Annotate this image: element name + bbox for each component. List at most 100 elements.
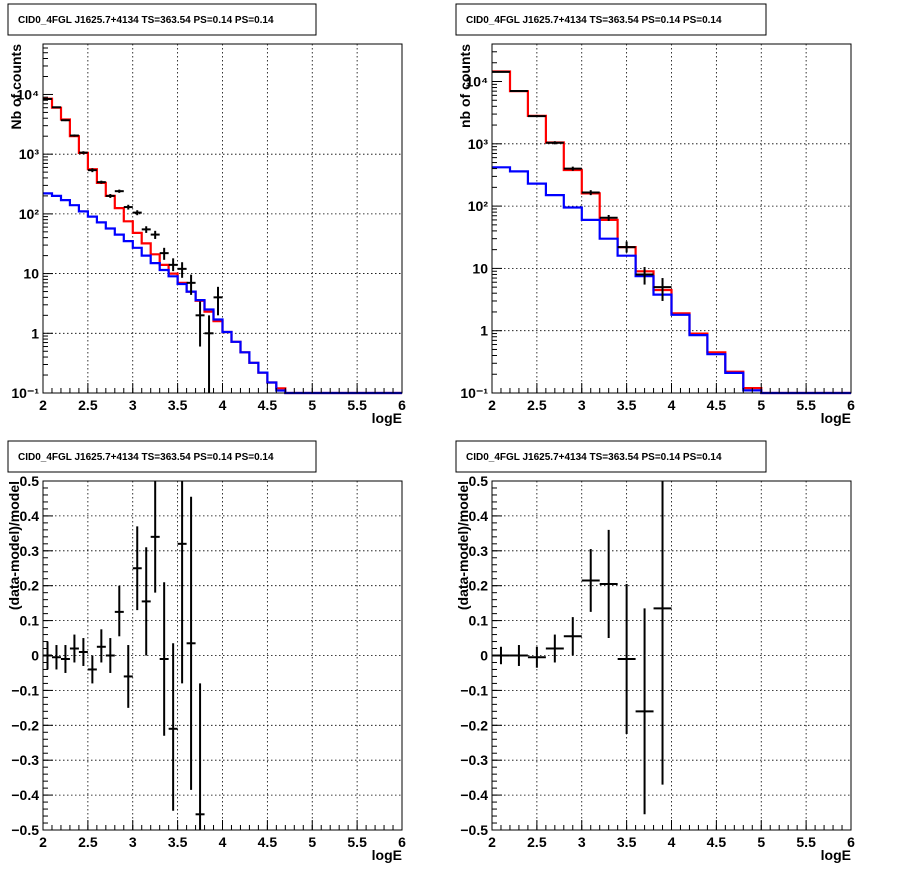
x-tick-label: 2 bbox=[488, 397, 496, 413]
data-point bbox=[87, 168, 97, 173]
grid bbox=[492, 481, 851, 830]
x-tick-label: 4.5 bbox=[258, 834, 278, 850]
x-tick-label: 4.5 bbox=[258, 397, 278, 413]
data-point bbox=[195, 301, 205, 347]
data-point bbox=[60, 119, 70, 122]
data-point bbox=[177, 481, 187, 684]
y-tick-label: 0.1 bbox=[469, 613, 489, 629]
data-point bbox=[132, 210, 142, 216]
data-point bbox=[177, 262, 187, 278]
data-point bbox=[563, 166, 582, 171]
data-point bbox=[96, 180, 106, 184]
x-tick-label: 3.5 bbox=[168, 397, 188, 413]
data-point bbox=[527, 115, 546, 118]
data-point bbox=[617, 583, 636, 735]
axis-ticks: 2 2.5 3 3.5 4 4.5 5 5.5 6 10⁻¹ 1 10 10² 10³ 10⁴ bbox=[460, 51, 855, 413]
x-tick-label: 4 bbox=[668, 397, 676, 413]
data-points bbox=[492, 70, 672, 301]
panel-title: CID0_4FGL J1625.7+4134 TS=363.54 PS=0.14… bbox=[466, 452, 722, 463]
y-tick-label: 0.1 bbox=[20, 613, 40, 629]
y-axis-title: nb of counts bbox=[457, 44, 473, 128]
title-box bbox=[455, 3, 767, 36]
x-tick-label: 5 bbox=[757, 834, 765, 850]
data-point bbox=[545, 141, 564, 145]
y-tick-label: 10² bbox=[19, 206, 40, 222]
data-point bbox=[168, 643, 178, 811]
x-tick-label: 3 bbox=[578, 834, 586, 850]
title-box bbox=[7, 440, 317, 473]
data-point bbox=[168, 258, 178, 272]
data-point bbox=[78, 151, 88, 155]
panel-residuals-left: CID0_4FGL J1625.7+4134 TS=363.54 PS=0.14… bbox=[6, 440, 406, 863]
y-tick-label: 0 bbox=[480, 648, 488, 664]
data-point bbox=[96, 629, 106, 663]
y-tick-label: −0.3 bbox=[11, 752, 39, 768]
data-point bbox=[105, 638, 115, 673]
panel-title: CID0_4FGL J1625.7+4134 TS=363.54 PS=0.14… bbox=[466, 15, 722, 26]
data-point bbox=[51, 645, 61, 670]
data-point bbox=[123, 204, 133, 210]
y-tick-label: 1 bbox=[31, 325, 39, 341]
y-tick-label: 10 bbox=[23, 266, 39, 282]
y-tick-label: −0.1 bbox=[460, 682, 488, 698]
y-tick-label: 0.4 bbox=[469, 508, 489, 524]
y-tick-label: −0.2 bbox=[460, 717, 488, 733]
x-tick-label: 3.5 bbox=[168, 834, 188, 850]
x-tick-label: 2 bbox=[39, 397, 47, 413]
x-tick-label: 5.5 bbox=[347, 397, 367, 413]
data-point bbox=[635, 608, 654, 815]
x-tick-label: 3.5 bbox=[617, 834, 637, 850]
x-tick-label: 6 bbox=[847, 397, 855, 413]
y-tick-label: 0.5 bbox=[469, 473, 489, 489]
y-tick-label: 0.2 bbox=[20, 578, 40, 594]
data-point bbox=[141, 226, 151, 233]
y-tick-label: 0.3 bbox=[469, 543, 489, 559]
data-point bbox=[186, 496, 196, 790]
axis-ticks: 2 2.5 3 3.5 4 4.5 5 5.5 6 10⁻¹ 1 10 10² 10³ 10⁴ bbox=[11, 47, 406, 413]
x-tick-label: 3 bbox=[129, 397, 137, 413]
x-tick-label: 2.5 bbox=[78, 834, 98, 850]
y-tick-label: 0.3 bbox=[20, 543, 40, 559]
data-point bbox=[599, 529, 618, 639]
data-point bbox=[123, 645, 133, 708]
y-tick-label: 10² bbox=[468, 198, 489, 214]
y-tick-label: 10 bbox=[472, 260, 488, 276]
data-point bbox=[213, 286, 223, 316]
data-point bbox=[195, 683, 205, 830]
x-tick-label: 5 bbox=[308, 397, 316, 413]
x-tick-label: 6 bbox=[847, 834, 855, 850]
data-points bbox=[43, 481, 205, 830]
x-tick-label: 3.5 bbox=[617, 397, 637, 413]
y-axis-title: (data-model)/model bbox=[455, 481, 471, 610]
x-tick-label: 5.5 bbox=[796, 834, 816, 850]
data-point bbox=[186, 274, 196, 295]
grid bbox=[43, 481, 402, 830]
axis-ticks: 2 2.5 3 3.5 4 4.5 5 5.5 6 −0.5 −0.4 −0.3 −0.2 −0.1 0 0.… bbox=[11, 473, 406, 850]
data-points bbox=[492, 481, 672, 815]
y-tick-label: 10⁻¹ bbox=[460, 385, 488, 401]
x-tick-label: 5.5 bbox=[796, 397, 816, 413]
x-tick-label: 2 bbox=[488, 834, 496, 850]
data-point bbox=[509, 89, 528, 92]
data-point bbox=[509, 645, 528, 666]
data-point bbox=[141, 547, 151, 656]
y-tick-label: 10⁻¹ bbox=[11, 385, 39, 401]
y-tick-label: 0 bbox=[31, 648, 39, 664]
y-tick-label: −0.5 bbox=[11, 822, 39, 838]
data-point bbox=[159, 247, 169, 260]
data-point bbox=[527, 646, 546, 668]
x-tick-label: 4.5 bbox=[707, 397, 727, 413]
y-axis-title: (data-model)/model bbox=[6, 481, 22, 610]
data-point bbox=[87, 655, 97, 684]
data-point bbox=[581, 549, 600, 612]
data-point bbox=[114, 189, 124, 193]
axis-ticks: 2 2.5 3 3.5 4 4.5 5 5.5 6 −0.5 −0.4 −0.3 −0.2 −0.1 0 0.… bbox=[460, 473, 855, 850]
data-points bbox=[43, 97, 223, 393]
title-box bbox=[7, 3, 317, 36]
x-axis-title: logE bbox=[372, 847, 402, 863]
data-point bbox=[114, 585, 124, 637]
data-point bbox=[617, 241, 636, 253]
x-tick-label: 4 bbox=[668, 834, 676, 850]
panel-residuals-right: CID0_4FGL J1625.7+4134 TS=363.54 PS=0.14… bbox=[455, 440, 855, 863]
